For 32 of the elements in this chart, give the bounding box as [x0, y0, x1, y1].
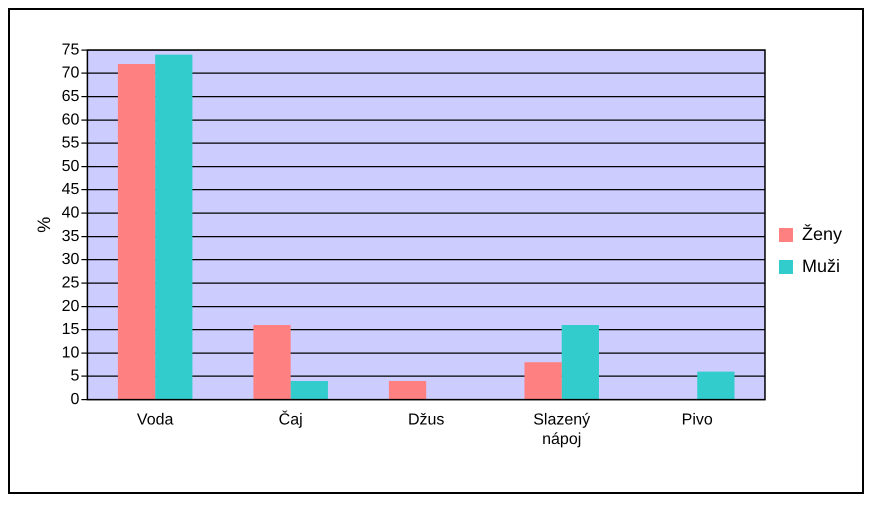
y-axis-title: % — [34, 216, 54, 233]
y-tick-label: 5 — [70, 368, 80, 385]
y-tick-label: 0 — [70, 391, 80, 408]
legend-label: Muži — [802, 256, 840, 276]
bar — [253, 325, 291, 399]
x-tick-label: Voda — [136, 412, 174, 429]
bar — [155, 54, 192, 399]
y-tick-label: 20 — [62, 298, 80, 315]
y-tick-label: 55 — [62, 134, 80, 152]
y-tick-label: 40 — [62, 204, 80, 222]
bar — [697, 372, 734, 399]
y-tick-label: 10 — [62, 344, 80, 362]
y-tick-label: 15 — [62, 321, 80, 338]
y-tick-label: 50 — [62, 158, 80, 175]
y-tick-label: 35 — [62, 228, 80, 245]
x-tick-label: Slazený nápoj — [533, 412, 590, 448]
x-tick-label: Čaj — [278, 410, 303, 429]
bar — [118, 64, 156, 399]
y-tick-label: 60 — [62, 111, 80, 128]
y-tick-label: 25 — [62, 274, 80, 292]
y-tick-label: 65 — [62, 88, 80, 106]
bar — [524, 362, 562, 399]
legend-label: Ženy — [802, 224, 842, 244]
bar — [388, 380, 426, 399]
bar — [562, 325, 599, 399]
bar — [290, 380, 328, 399]
y-tick-label: 45 — [62, 181, 80, 198]
x-tick-label: Džus — [408, 412, 444, 429]
y-tick-label: 75 — [62, 41, 80, 58]
y-tick-label: 70 — [62, 64, 80, 82]
x-tick-label: Pivo — [682, 412, 713, 429]
y-tick-label: 30 — [62, 251, 80, 268]
